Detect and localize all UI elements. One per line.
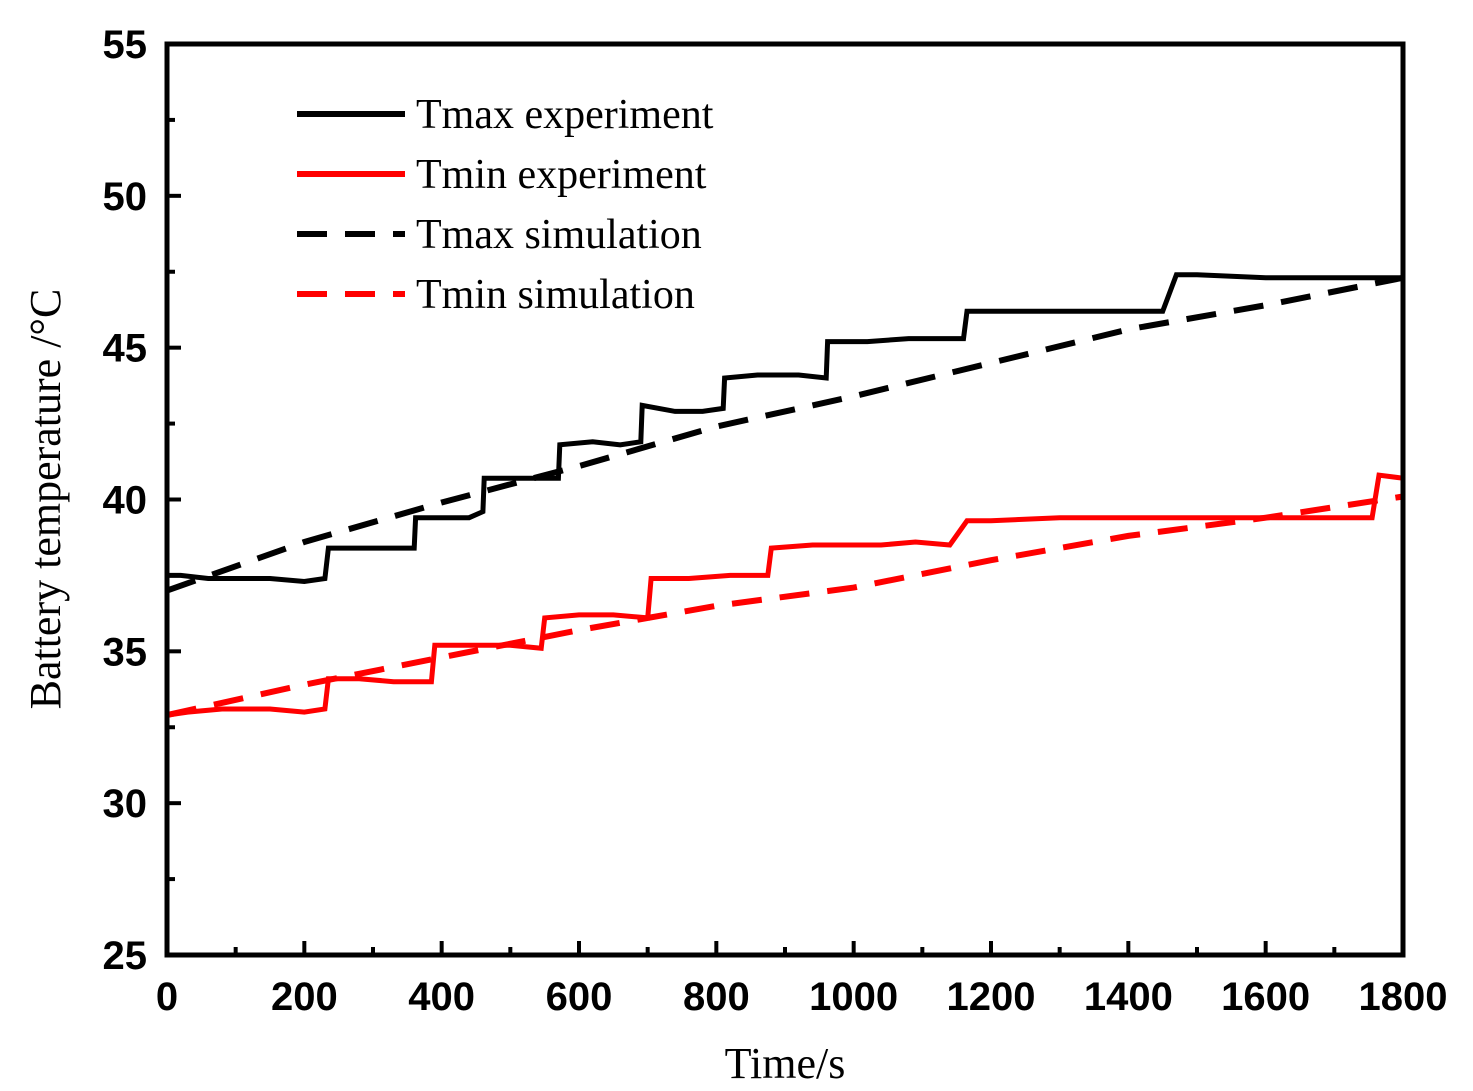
x-tick-label: 1200	[947, 975, 1036, 1019]
plot-frame	[164, 41, 1406, 958]
ticks-layer	[165, 42, 1405, 957]
x-axis-title: Time/s	[725, 1039, 846, 1088]
series-line-tmax-experiment	[167, 272, 1403, 585]
legend-label: Tmax experiment	[416, 92, 714, 138]
x-tick-label: 1400	[1084, 975, 1173, 1019]
x-tick-label: 200	[271, 975, 338, 1019]
x-tick-label: 800	[683, 975, 750, 1019]
y-tick-label: 30	[103, 782, 148, 826]
x-tick-label: 400	[408, 975, 475, 1019]
x-tick-label: 600	[546, 975, 613, 1019]
y-tick-label: 45	[103, 327, 148, 371]
x-tick-label: 0	[156, 975, 178, 1019]
x-tick-label: 1000	[809, 975, 898, 1019]
legend: Tmax experiment Tmin experiment Tmax simul…	[297, 92, 714, 318]
series-layer	[165, 272, 1404, 719]
y-tick-labels: 25 30 35 40 45 50 55	[103, 23, 148, 978]
y-tick-label: 55	[103, 23, 148, 67]
legend-label: Tmin simulation	[416, 272, 695, 318]
series-line-tmax-simulation	[165, 274, 1404, 594]
legend-label: Tmax simulation	[416, 212, 702, 258]
y-tick-label: 40	[103, 479, 148, 523]
y-tick-label: 35	[103, 630, 148, 674]
x-tick-label: 1600	[1221, 975, 1310, 1019]
y-tick-label: 50	[103, 175, 148, 219]
y-tick-label: 25	[103, 934, 148, 978]
legend-label: Tmin experiment	[416, 152, 707, 198]
series-line-tmin-simulation	[166, 493, 1404, 719]
y-axis-title: Battery temperature /°C	[21, 289, 70, 710]
x-tick-label: 1800	[1359, 975, 1448, 1019]
x-tick-labels: 0 200 400 600 800 1000 1200 1400 1600 1800	[156, 975, 1448, 1019]
